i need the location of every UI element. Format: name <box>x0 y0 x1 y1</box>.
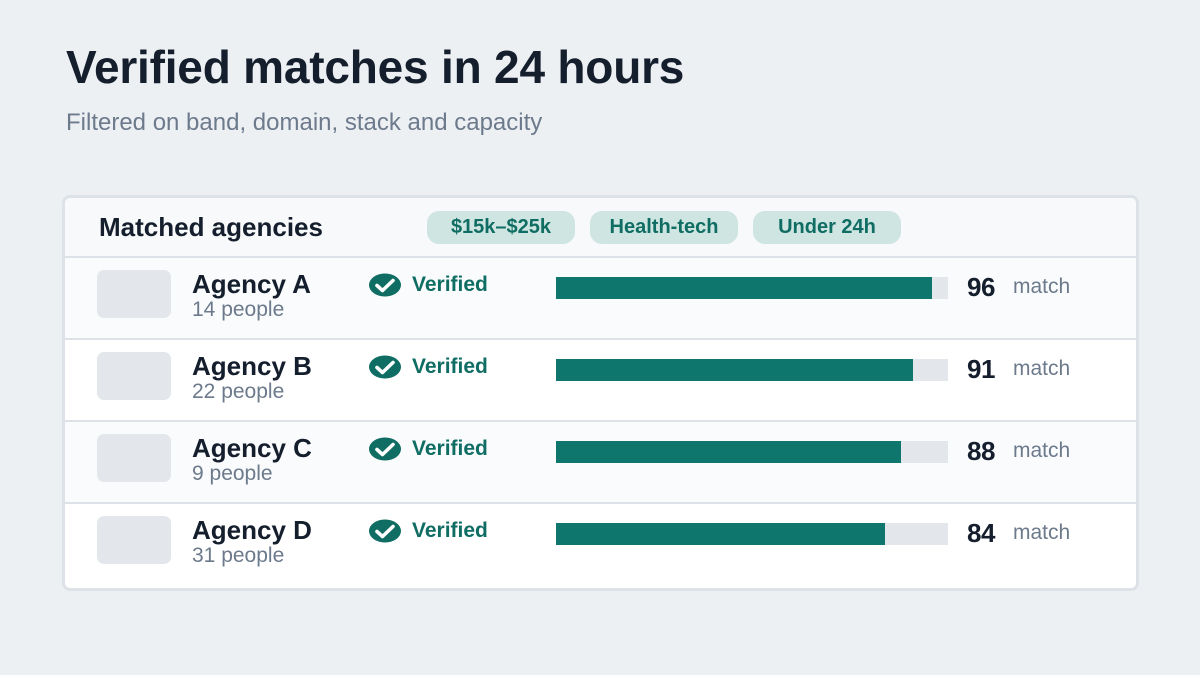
match-bar-track <box>556 277 948 299</box>
check-badge-icon <box>369 437 401 461</box>
match-bar-track <box>556 523 948 545</box>
match-score-unit: match <box>1013 521 1071 544</box>
match-score: 96 <box>967 272 995 302</box>
check-badge-icon <box>369 273 401 297</box>
match-bar-track <box>556 441 948 463</box>
agency-row[interactable]: Agency A 14 people Verified 96 match <box>65 258 1136 340</box>
agency-logo-placeholder <box>97 516 171 564</box>
agency-row[interactable]: Agency C 9 people Verified 88 match <box>65 422 1136 504</box>
agency-list: Agency A 14 people Verified 96 match Age… <box>65 258 1136 586</box>
agency-size: 22 people <box>192 380 285 403</box>
agency-logo-placeholder <box>97 270 171 318</box>
verified-label: Verified <box>412 355 488 378</box>
match-bar-track <box>556 359 948 381</box>
agency-size: 14 people <box>192 298 285 321</box>
verified-label: Verified <box>412 437 488 460</box>
match-bar-fill <box>556 359 913 381</box>
match-score-unit: match <box>1013 439 1071 462</box>
agency-name: Agency B <box>192 351 312 381</box>
agency-row[interactable]: Agency B 22 people Verified 91 match <box>65 340 1136 422</box>
verified-label: Verified <box>412 519 488 542</box>
page-subtitle: Filtered on band, domain, stack and capa… <box>66 109 543 136</box>
agency-name: Agency A <box>192 269 311 299</box>
agency-logo-placeholder <box>97 434 171 482</box>
check-badge-icon <box>369 355 401 379</box>
match-bar-fill <box>556 277 933 299</box>
match-score: 91 <box>967 354 995 384</box>
card-title: Matched agencies <box>99 212 323 242</box>
match-score: 84 <box>967 518 995 548</box>
filter-chip-budget[interactable]: $15k–$25k <box>427 211 575 244</box>
agency-logo-placeholder <box>97 352 171 400</box>
verified-label: Verified <box>412 273 488 296</box>
filter-chip-domain[interactable]: Health-tech <box>590 211 738 244</box>
match-score: 88 <box>967 436 995 466</box>
filter-chip-turnaround[interactable]: Under 24h <box>753 211 901 244</box>
card-header: Matched agencies $15k–$25k Health-tech U… <box>65 198 1136 258</box>
match-bar-fill <box>556 441 901 463</box>
match-score-unit: match <box>1013 275 1071 298</box>
agency-size: 9 people <box>192 462 273 485</box>
agency-name: Agency D <box>192 515 312 545</box>
page-title: Verified matches in 24 hours <box>66 41 685 93</box>
agency-name: Agency C <box>192 433 312 463</box>
agency-row[interactable]: Agency D 31 people Verified 84 match <box>65 504 1136 586</box>
agency-size: 31 people <box>192 544 285 567</box>
matched-agencies-card: Matched agencies $15k–$25k Health-tech U… <box>62 195 1139 591</box>
check-badge-icon <box>369 519 401 543</box>
match-score-unit: match <box>1013 357 1071 380</box>
match-bar-fill <box>556 523 886 545</box>
